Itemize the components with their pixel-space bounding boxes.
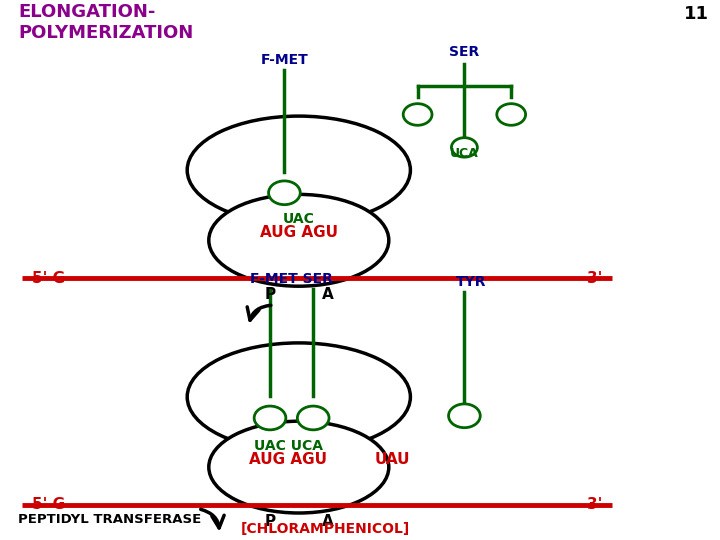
Text: AUG AGU: AUG AGU (249, 451, 327, 467)
Circle shape (403, 104, 432, 125)
Ellipse shape (187, 343, 410, 451)
Text: AUG AGU: AUG AGU (260, 225, 338, 240)
Text: 3': 3' (587, 271, 602, 286)
Circle shape (451, 138, 477, 157)
Text: F-MET SER: F-MET SER (250, 272, 333, 286)
Ellipse shape (187, 116, 410, 224)
Circle shape (269, 181, 300, 205)
Text: F-MET: F-MET (261, 53, 308, 68)
Text: UAU: UAU (374, 451, 410, 467)
Text: A: A (322, 287, 333, 302)
Text: UAC: UAC (283, 212, 315, 226)
Text: 3': 3' (587, 497, 602, 512)
Text: SER: SER (449, 45, 480, 59)
Text: ELONGATION-
POLYMERIZATION: ELONGATION- POLYMERIZATION (18, 3, 193, 42)
Circle shape (297, 406, 329, 430)
Text: PEPTIDYL TRANSFERASE: PEPTIDYL TRANSFERASE (18, 513, 202, 526)
Text: UCA: UCA (450, 147, 479, 160)
Ellipse shape (209, 194, 389, 286)
Text: 5' G: 5' G (32, 497, 66, 512)
Text: [CHLORAMPHENICOL]: [CHLORAMPHENICOL] (241, 522, 410, 536)
Text: UAC UCA: UAC UCA (253, 438, 323, 453)
Text: P: P (264, 514, 276, 529)
Text: 11: 11 (684, 5, 709, 23)
Text: TYR: TYR (456, 275, 487, 289)
Circle shape (254, 406, 286, 430)
Text: 5' G: 5' G (32, 271, 66, 286)
Ellipse shape (209, 421, 389, 513)
Circle shape (449, 404, 480, 428)
Text: A: A (322, 514, 333, 529)
Circle shape (497, 104, 526, 125)
Text: P: P (264, 287, 276, 302)
